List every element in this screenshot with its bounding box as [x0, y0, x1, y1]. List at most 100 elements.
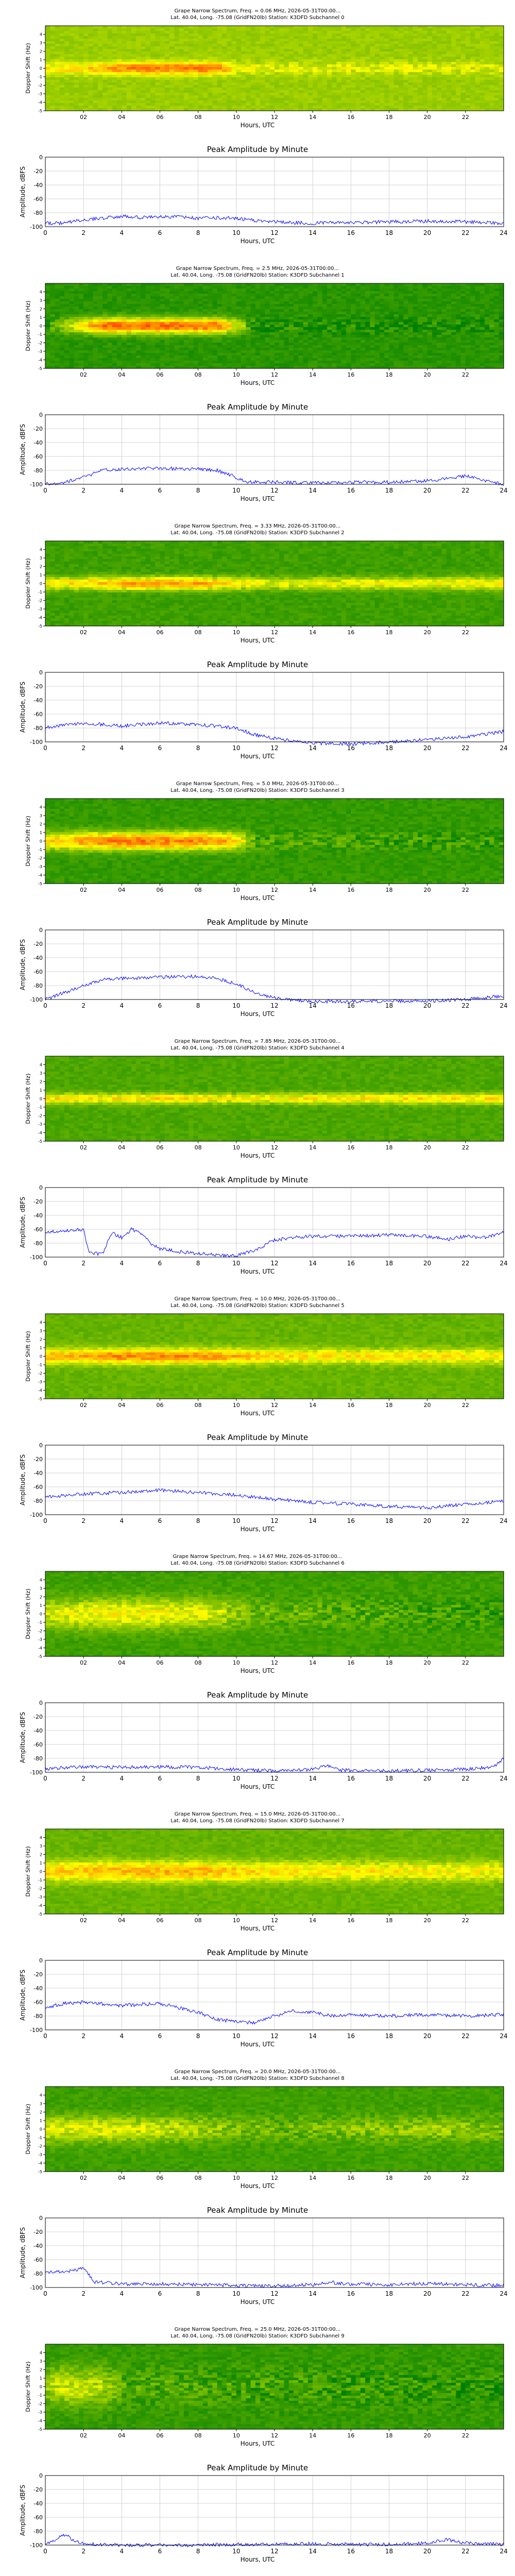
spectrum-cell [499, 106, 504, 109]
spectrum-cell [370, 106, 375, 109]
spectrum-cell [232, 93, 237, 96]
spectrum-cell [270, 289, 275, 292]
spectrum-cell [193, 353, 198, 356]
spectrum-cell [93, 355, 98, 359]
spectrum-cell [102, 39, 108, 42]
spectrum-cell [303, 106, 308, 109]
spectrum-cell [298, 98, 303, 101]
spectrum-cell [141, 363, 146, 366]
spectrum-cell [146, 294, 151, 297]
spectrum-cell [365, 59, 370, 62]
spectrum-cell [102, 317, 108, 320]
spectrum-cell [179, 31, 184, 34]
x-tick-label: 12 [270, 229, 278, 236]
spectrum-cell [188, 70, 194, 73]
spectrum-cell [485, 57, 490, 60]
spectrum-cell [98, 361, 103, 364]
spectrum-cell [88, 77, 93, 80]
spectrum-cell [284, 299, 289, 302]
spectrum-cell [93, 343, 98, 346]
spectrum-cell [236, 301, 242, 304]
spectrum-cell [193, 82, 198, 86]
spectrum-cell [255, 335, 261, 338]
spectrum-cell [375, 70, 380, 73]
spectrum-cell [108, 358, 113, 361]
spectrum-cell [322, 85, 328, 88]
spectrum-cell [122, 343, 127, 346]
spectrum-cell [341, 106, 347, 109]
spectrum-cell [64, 46, 70, 49]
spectrum-cell [122, 72, 127, 75]
spectrum-cell [79, 291, 84, 294]
spectrum-cell [127, 319, 132, 323]
spectrum-cell [255, 304, 261, 307]
spectrum-cell [184, 31, 189, 34]
spectrum-cell [375, 95, 380, 98]
spectrum-cell [236, 289, 242, 292]
spectrum-cell [251, 52, 256, 55]
spectrum-cell [408, 62, 414, 65]
spectrum-cell [131, 332, 136, 335]
spectrum-cell [475, 67, 480, 70]
spectrum-cell [351, 75, 356, 78]
spectrum-cell [480, 36, 485, 39]
spectrum-cell [317, 54, 322, 57]
spectrum-cell [394, 46, 399, 49]
spectrum-cell [212, 289, 217, 292]
spectrum-cell [217, 31, 222, 34]
spectrum-cell [50, 64, 55, 67]
spectrum-cell [45, 312, 50, 315]
spectrum-cell [146, 95, 151, 98]
spectrum-cell [122, 327, 127, 330]
spectrum-cell [432, 28, 437, 31]
spectrum-cell [203, 291, 208, 294]
spectrum-cell [241, 70, 246, 73]
spectrum-cell [222, 82, 227, 86]
spectrum-cell [346, 72, 351, 75]
spectrum-cell [102, 52, 108, 55]
spectrum-cell [337, 62, 342, 65]
spectrum-cell [313, 77, 318, 80]
spectrum-cell [346, 57, 351, 60]
spectrum-cell [150, 52, 156, 55]
spectrum-cell [203, 317, 208, 320]
spectrum-cell [470, 75, 475, 78]
spectrum-cell [174, 85, 179, 88]
spectrum-cell [489, 82, 494, 86]
spectrum-cell [55, 348, 60, 351]
spectrum-cell [102, 49, 108, 52]
spectrum-cell [265, 299, 270, 302]
spectrum-cell [265, 72, 270, 75]
spectrum-cell [117, 88, 122, 91]
spectrum-cell [141, 350, 146, 353]
spectrum-cell [60, 57, 65, 60]
spectrum-cell [131, 289, 136, 292]
spectrum-cell [270, 309, 275, 312]
spectrum-cell [98, 337, 103, 341]
spectrum-cell [279, 296, 284, 299]
spectrum-cell [136, 325, 141, 328]
spectrum-cell [399, 80, 404, 83]
spectrum-cell [289, 77, 294, 80]
spectrum-cell [102, 340, 108, 343]
spectrum-cell [179, 103, 184, 106]
spectrum-cell [122, 52, 127, 55]
spectrum-cell [64, 85, 70, 88]
spectrum-cell [165, 64, 170, 67]
spectrum-cell [45, 340, 50, 343]
spectrum-cell [270, 75, 275, 78]
spectrum-cell [365, 82, 370, 86]
spectrum-cell [88, 54, 93, 57]
spectrum-cell [322, 106, 328, 109]
spectrum-cell [127, 361, 132, 364]
spectrum-cell [141, 322, 146, 325]
spectrum-cell [217, 80, 222, 83]
spectrum-cell [74, 59, 79, 62]
spectrum-cell [88, 31, 93, 34]
spectrum-cell [193, 319, 198, 323]
spectrum-cell [303, 64, 308, 67]
spectrum-cell [298, 103, 303, 106]
spectrum-cell [427, 62, 433, 65]
spectrum-cell [98, 41, 103, 44]
spectrum-cell [193, 307, 198, 310]
